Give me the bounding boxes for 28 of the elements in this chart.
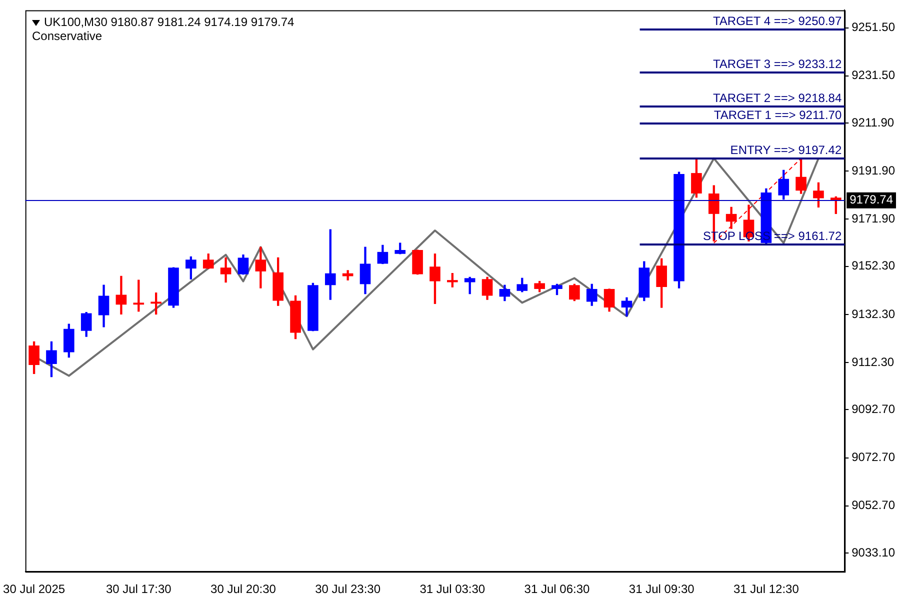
x-tick-label: 30 Jul 20:30 <box>210 582 276 596</box>
y-tick-label: 9191.90 <box>852 163 896 178</box>
ref-line-label: TARGET 3 ==> 9233.12 <box>712 56 842 71</box>
x-tick-label: 30 Jul 23:30 <box>315 582 381 596</box>
x-tick-label: 30 Jul 17:30 <box>106 582 172 596</box>
y-tick-label: 9092.70 <box>852 402 896 416</box>
text: 9179.74 <box>850 192 894 207</box>
ref-line-label: TARGET 2 ==> 9218.84 <box>712 90 842 105</box>
y-tick-label: 9052.70 <box>852 498 896 512</box>
y-tick-label: 9211.90 <box>852 115 894 130</box>
y-tick-label: 9171.90 <box>852 212 896 226</box>
text: Conservative <box>32 29 104 43</box>
y-tick-label: 9251.50 <box>852 20 896 34</box>
x-tick-label: 31 Jul 09:30 <box>628 582 695 596</box>
y-tick-label: 9033.10 <box>852 545 896 560</box>
y-tick-label: 9152.30 <box>852 258 896 273</box>
x-tick-label: 31 Jul 06:30 <box>524 582 590 596</box>
y-tick-label: 9072.70 <box>852 450 896 464</box>
chart-title: UK100,M30 9180.87 9181.24 9174.19 9179.74 <box>44 15 294 29</box>
ref-line-label: ENTRY ==> 9197.42 <box>730 142 842 157</box>
y-tick-label: 9132.30 <box>852 306 896 321</box>
y-tick-label: 9231.50 <box>852 68 896 82</box>
x-tick-label: 31 Jul 12:30 <box>733 582 800 596</box>
x-tick-label: 30 Jul 2025 <box>3 582 66 596</box>
x-tick-label: 31 Jul 03:30 <box>420 582 486 596</box>
ref-line-label: TARGET 1 ==> 9211.70 <box>714 108 842 122</box>
y-tick-label: 9112.30 <box>852 354 894 369</box>
ref-line-label: TARGET 4 ==> 9250.97 <box>712 14 842 28</box>
